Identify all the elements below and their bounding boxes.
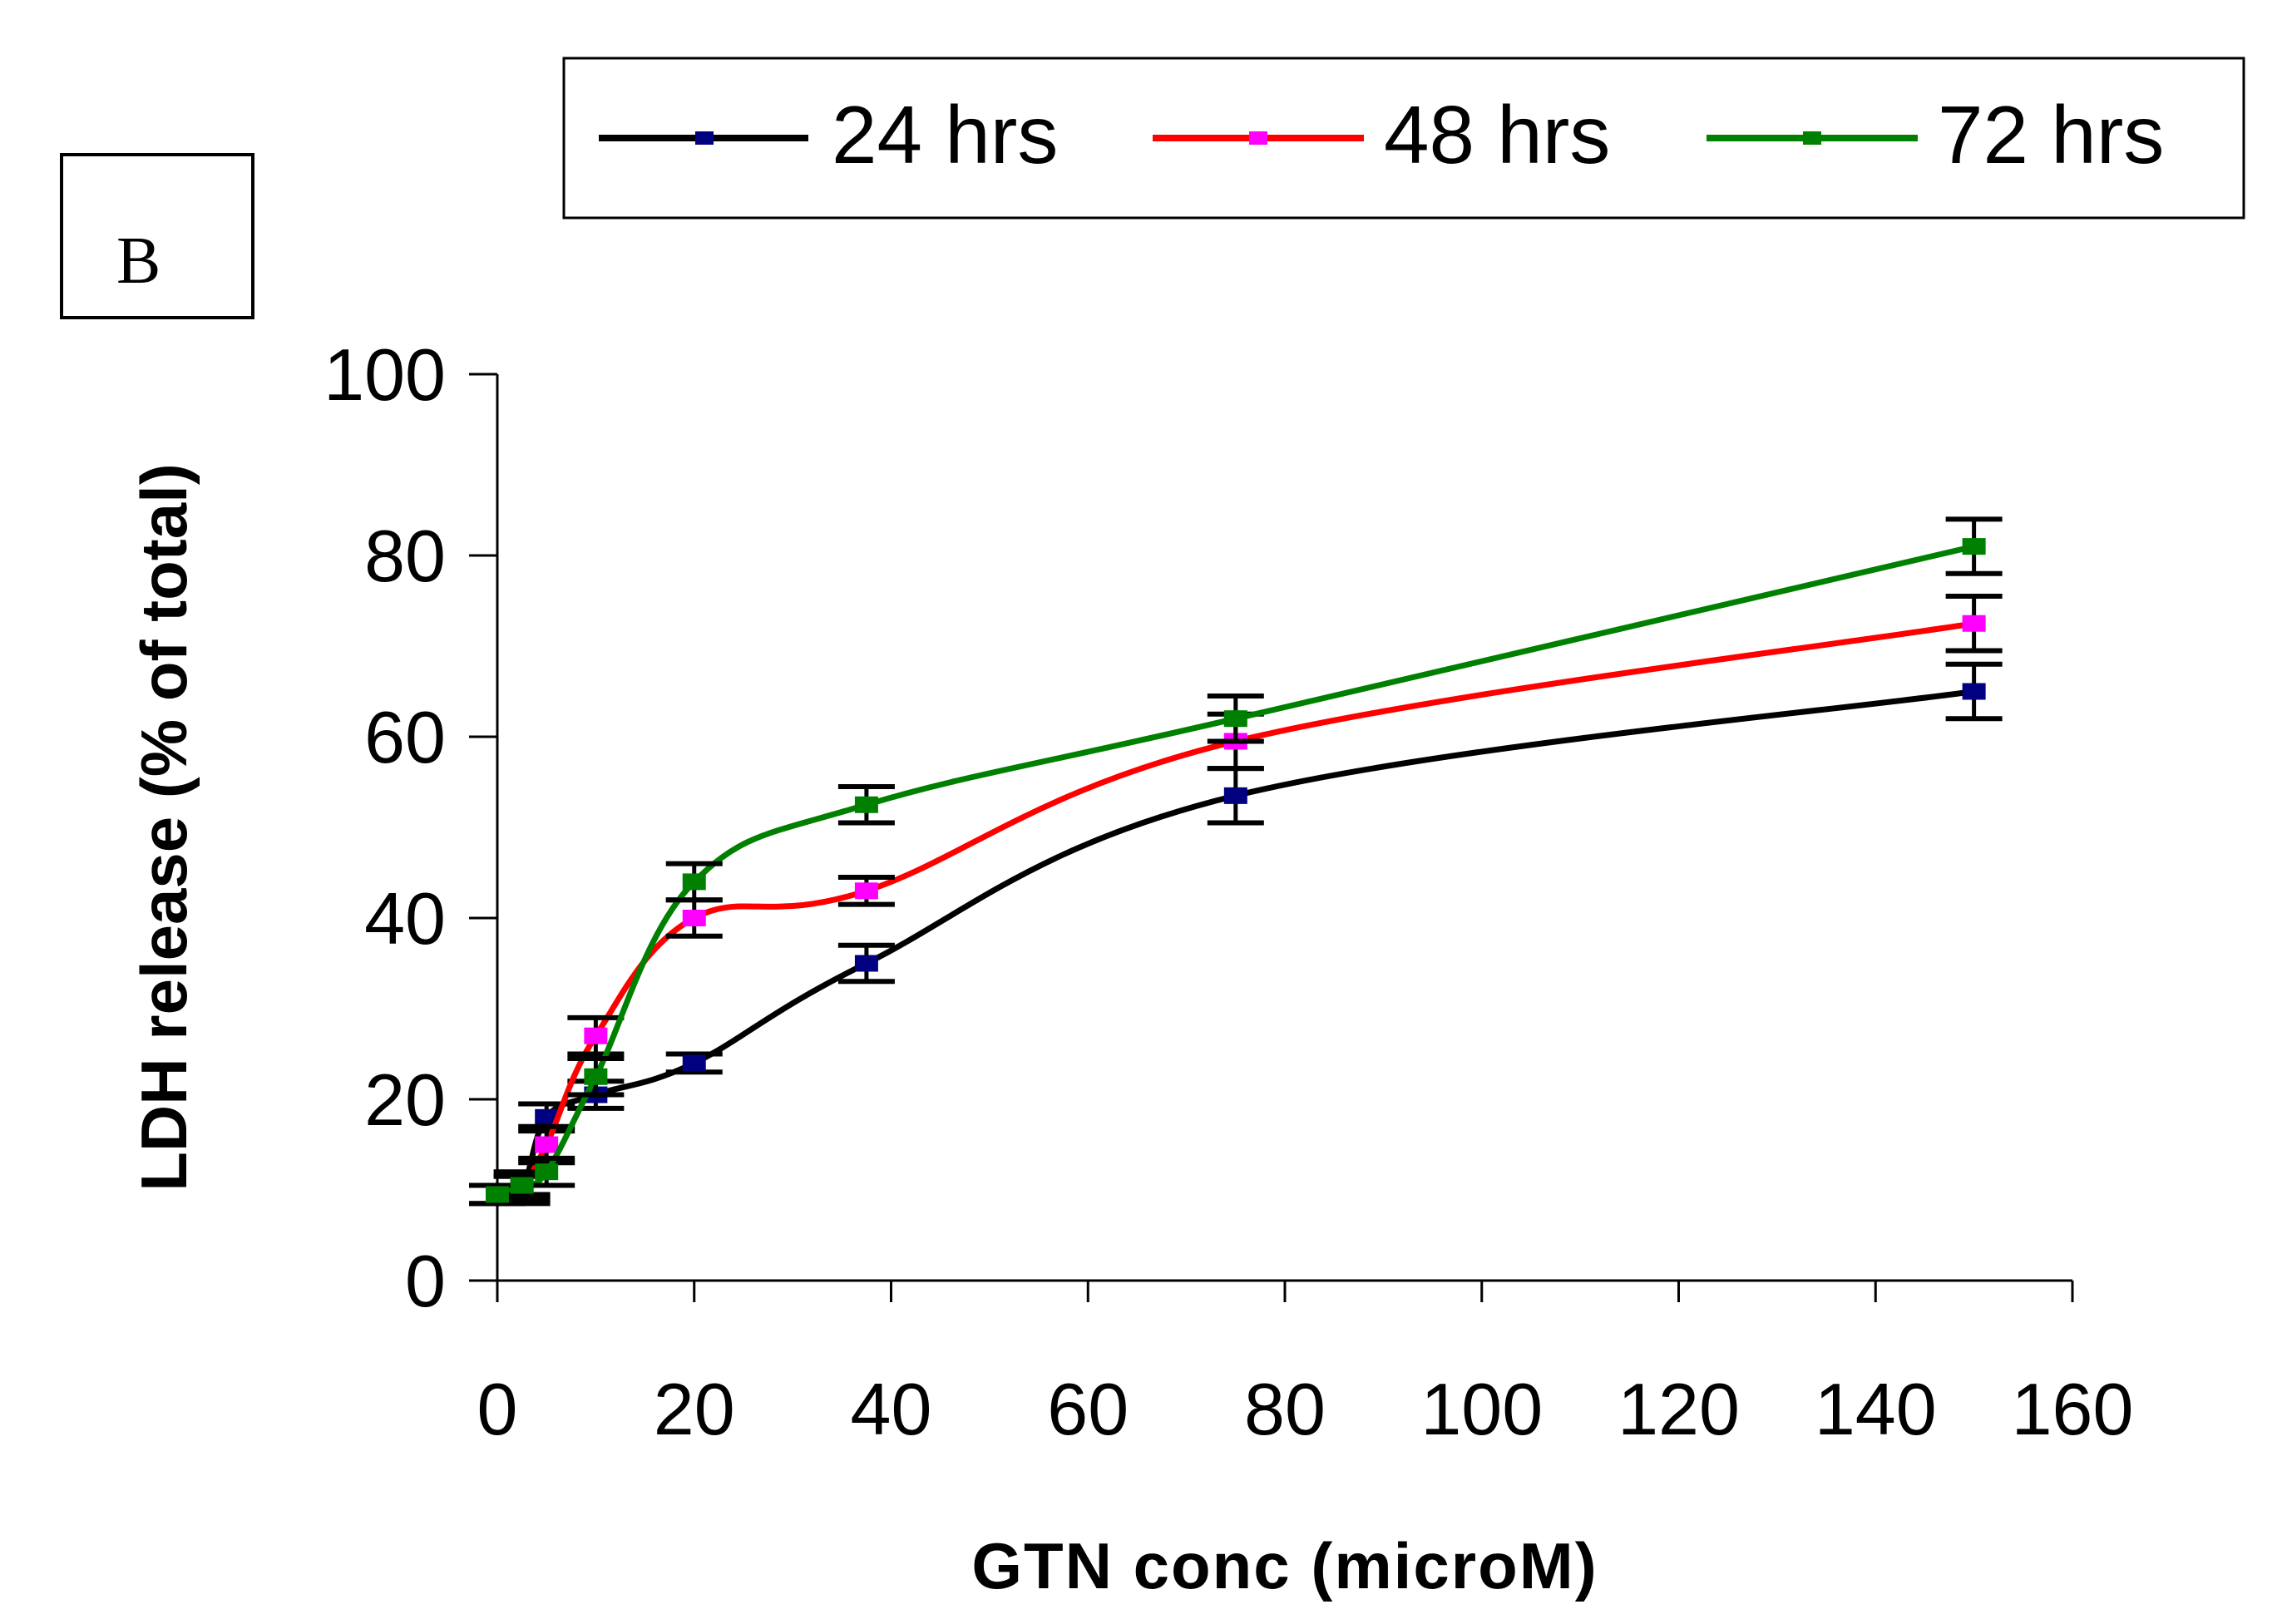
data-point-48-hrs-7 bbox=[1962, 615, 1986, 632]
data-point-72-hrs-7 bbox=[1962, 538, 1986, 555]
y-axis-title: LDH release (% of total) bbox=[127, 463, 200, 1191]
x-tick-label-20: 20 bbox=[654, 1368, 735, 1450]
series-line-72-hrs bbox=[496, 543, 1975, 1197]
y-tick-label-20: 20 bbox=[364, 1059, 446, 1141]
data-point-72-hrs-5 bbox=[854, 796, 878, 813]
x-tick-label-160: 160 bbox=[2012, 1368, 2134, 1450]
y-tick-label-40: 40 bbox=[364, 877, 446, 960]
legend-entry-48-hrs: 48 hrs bbox=[1153, 89, 1610, 180]
panel-label-frame bbox=[60, 153, 254, 319]
x-tick-label-120: 120 bbox=[1618, 1368, 1740, 1450]
legend-marker-72-hrs bbox=[1803, 131, 1821, 145]
data-point-48-hrs-3 bbox=[584, 1027, 608, 1044]
x-tick-label-140: 140 bbox=[1815, 1368, 1937, 1450]
data-point-24-hrs-7 bbox=[1962, 683, 1986, 700]
series-72-hrs bbox=[469, 516, 2003, 1207]
data-point-72-hrs-6 bbox=[1223, 710, 1247, 728]
data-point-72-hrs-3 bbox=[584, 1068, 608, 1085]
axis-ticks bbox=[469, 373, 2074, 1302]
y-tick-label-80: 80 bbox=[364, 515, 446, 597]
y-tick-label-100: 100 bbox=[324, 333, 446, 416]
legend-marker-24-hrs bbox=[695, 131, 714, 145]
data-point-24-hrs-2 bbox=[535, 1108, 559, 1126]
x-tick-label-60: 60 bbox=[1047, 1368, 1129, 1450]
x-tick-label-80: 80 bbox=[1244, 1368, 1326, 1450]
data-point-72-hrs-1 bbox=[510, 1177, 534, 1194]
x-axis-title: GTN conc (microM) bbox=[971, 1529, 1598, 1602]
data-point-48-hrs-5 bbox=[854, 882, 878, 900]
legend-label-72-hrs: 72 hrs bbox=[1938, 89, 2164, 180]
legend-label-48-hrs: 48 hrs bbox=[1384, 89, 1610, 180]
data-point-24-hrs-5 bbox=[854, 955, 878, 972]
y-tick-label-0: 0 bbox=[405, 1240, 446, 1322]
legend-frame bbox=[562, 57, 2245, 220]
axes bbox=[496, 374, 2072, 1282]
tick-labels: 0 20 40 60 80 100 0 20 40 60 80 100 120 140 160 bbox=[324, 333, 2133, 1450]
data-point-48-hrs-2 bbox=[535, 1136, 559, 1153]
data-point-48-hrs-4 bbox=[682, 910, 706, 926]
data-point-24-hrs-4 bbox=[682, 1054, 706, 1072]
x-tick-label-0: 0 bbox=[477, 1368, 518, 1450]
legend-entry-72-hrs: 72 hrs bbox=[1707, 89, 2164, 180]
plot-area bbox=[469, 516, 2003, 1207]
legend-marker-48-hrs bbox=[1249, 131, 1267, 145]
x-tick-label-100: 100 bbox=[1420, 1368, 1543, 1450]
data-point-72-hrs-2 bbox=[535, 1163, 559, 1181]
data-point-24-hrs-6 bbox=[1223, 787, 1247, 804]
data-point-72-hrs-0 bbox=[486, 1186, 509, 1203]
data-point-72-hrs-4 bbox=[682, 873, 706, 891]
x-tick-label-40: 40 bbox=[851, 1368, 932, 1450]
panel-label-text: B bbox=[116, 225, 161, 298]
legend: 24 hrs 48 hrs 72 hrs bbox=[562, 57, 2245, 220]
y-tick-label-60: 60 bbox=[364, 696, 446, 778]
legend-label-24-hrs: 24 hrs bbox=[832, 89, 1058, 180]
legend-entry-24-hrs: 24 hrs bbox=[599, 89, 1058, 180]
panel-label: B bbox=[60, 153, 254, 319]
